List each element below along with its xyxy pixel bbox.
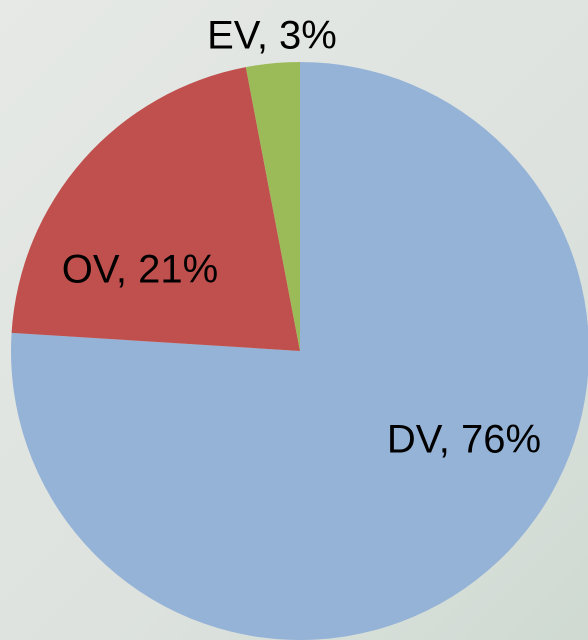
data-label: DV, 76%: [387, 418, 541, 462]
data-label: EV, 3%: [207, 14, 337, 58]
data-label: OV, 21%: [62, 248, 218, 292]
pie-slice: [245, 62, 300, 351]
pie-slice: [11, 62, 588, 640]
pie-slice: [11, 67, 300, 351]
